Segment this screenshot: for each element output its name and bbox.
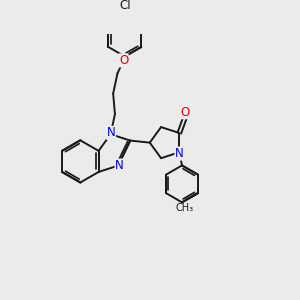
Text: CH₃: CH₃	[176, 203, 194, 213]
Text: Cl: Cl	[119, 0, 130, 12]
Text: N: N	[175, 147, 184, 160]
Text: O: O	[119, 54, 128, 67]
Text: N: N	[107, 126, 116, 140]
Text: O: O	[181, 106, 190, 119]
Text: N: N	[115, 159, 124, 172]
